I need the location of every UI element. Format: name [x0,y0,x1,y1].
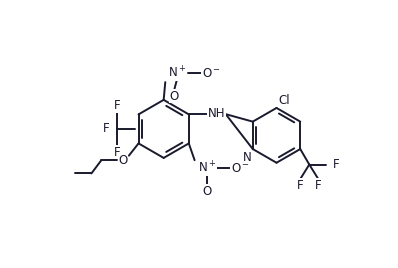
Text: NH: NH [207,107,225,120]
Text: O: O [119,154,128,167]
Text: O: O [170,90,179,102]
Text: N$^+$: N$^+$ [168,65,187,81]
Text: F: F [297,179,304,192]
Text: Cl: Cl [278,94,290,107]
Text: N: N [242,151,251,164]
Text: O$^-$: O$^-$ [201,67,220,80]
Text: N$^+$: N$^+$ [197,161,216,176]
Text: F: F [103,122,110,135]
Text: F: F [113,146,120,159]
Text: O$^-$: O$^-$ [231,162,250,175]
Text: F: F [332,158,339,171]
Text: F: F [113,99,120,112]
Text: F: F [315,179,322,192]
Text: O: O [202,185,211,198]
